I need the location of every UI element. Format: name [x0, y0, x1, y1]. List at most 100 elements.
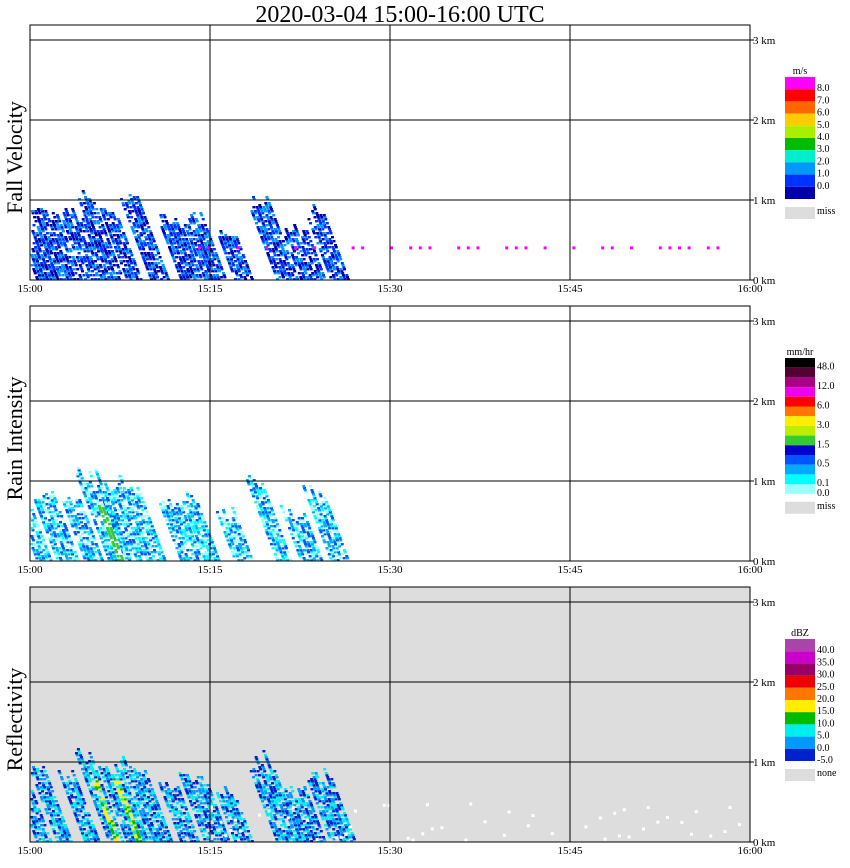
echo-cell — [95, 272, 99, 275]
echo-cell — [126, 507, 130, 510]
echo-cell — [49, 531, 53, 534]
echo-cell — [268, 204, 272, 207]
echo-cell — [116, 828, 120, 831]
echo-cell — [294, 525, 297, 528]
echo-cell — [153, 832, 157, 835]
echo-cell — [102, 816, 106, 819]
echo-cell — [129, 776, 133, 779]
echo-cell — [50, 806, 54, 809]
echo-cell — [200, 260, 204, 263]
echo-cell — [73, 240, 77, 243]
echo-cell — [209, 547, 213, 550]
echo-cell — [322, 258, 326, 261]
echo-cell — [220, 242, 224, 245]
echo-cell — [230, 523, 234, 526]
echo-cell — [179, 820, 183, 823]
echo-cell — [193, 551, 197, 554]
echo-cell — [107, 790, 111, 793]
echo-cell — [127, 272, 131, 275]
echo-cell — [41, 274, 45, 277]
echo-cell — [161, 509, 165, 512]
echo-cell — [135, 774, 139, 777]
echo-cell — [119, 252, 123, 255]
echo-cell — [120, 491, 124, 494]
echo-cell — [64, 254, 68, 257]
echo-cell — [101, 533, 105, 536]
echo-cell — [35, 802, 39, 805]
echo-cell — [127, 517, 130, 520]
echo-cell — [126, 533, 130, 536]
echo-cell — [64, 218, 68, 221]
echo-cell — [207, 278, 211, 281]
echo-cell — [190, 523, 194, 526]
echo-cell — [140, 826, 144, 829]
echo-cell — [124, 509, 128, 512]
echo-cell — [303, 234, 307, 237]
echo-cell — [178, 527, 182, 530]
echo-cell — [99, 535, 102, 538]
echo-cell — [146, 796, 150, 799]
echo-cell — [103, 780, 107, 783]
echo-cell — [146, 523, 150, 526]
echo-cell — [47, 509, 51, 512]
echo-cell — [232, 537, 236, 540]
echo-cell — [170, 252, 174, 255]
echo-cell — [158, 826, 162, 829]
echo-cell — [231, 553, 235, 556]
echo-cell — [333, 549, 336, 552]
echo-cell — [89, 501, 93, 504]
echo-cell — [111, 541, 115, 544]
echo-cell — [84, 824, 88, 827]
echo-cell — [337, 252, 341, 255]
echo-cell — [49, 260, 53, 263]
echo-cell — [53, 814, 57, 817]
echo-cell — [89, 256, 93, 259]
echo-cell — [132, 774, 135, 777]
echo-cell — [229, 248, 233, 251]
echo-cell — [48, 784, 52, 787]
echo-cell — [147, 244, 151, 247]
echo-cell — [336, 531, 340, 534]
echo-cell — [99, 246, 103, 249]
echo-cell — [300, 525, 304, 528]
echo-cell — [46, 840, 50, 843]
echo-cell — [87, 776, 91, 779]
echo-cell — [79, 800, 83, 803]
echo-cell — [324, 246, 328, 249]
echo-cell — [111, 792, 115, 795]
echo-cell — [42, 794, 46, 797]
echo-cell — [121, 537, 125, 540]
echo-cell — [207, 260, 211, 263]
echo-cell — [41, 220, 45, 223]
echo-cell — [84, 278, 87, 281]
echo-cell — [123, 487, 126, 490]
echo-cell — [186, 232, 190, 235]
echo-cell — [457, 246, 461, 250]
echo-cell — [73, 214, 77, 217]
echo-cell — [145, 266, 149, 269]
echo-cell — [267, 236, 270, 239]
echo-cell — [96, 800, 100, 803]
echo-cell — [53, 515, 57, 518]
echo-cell — [238, 262, 242, 265]
echo-cell — [90, 242, 94, 245]
echo-cell — [310, 278, 314, 281]
echo-cell — [48, 802, 52, 805]
echo-cell — [93, 521, 97, 524]
echo-cell — [61, 228, 65, 231]
echo-cell — [108, 252, 112, 255]
echo-cell — [290, 244, 294, 247]
echo-cell — [88, 778, 92, 781]
echo-cell — [91, 832, 95, 835]
echo-cell — [105, 806, 109, 809]
echo-cell — [125, 276, 129, 279]
echo-cell — [91, 507, 95, 510]
echo-cell — [102, 543, 105, 546]
echo-cell — [185, 539, 189, 542]
echo-cell — [237, 559, 241, 562]
echo-cell — [71, 806, 75, 809]
echo-cell — [46, 497, 50, 500]
echo-cell — [183, 786, 187, 789]
echo-cell — [43, 497, 47, 500]
echo-cell — [83, 774, 87, 777]
